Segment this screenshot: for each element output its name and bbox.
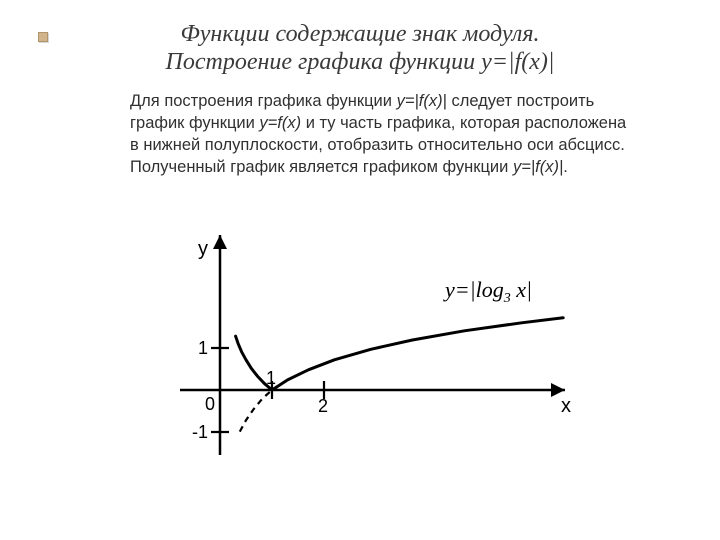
desc-text-1: Для построения графика функции [130,92,397,110]
desc-text-4: . [563,158,568,176]
abs-log-chart: 0121-1xyy=|log3 x| [145,225,605,485]
svg-text:-1: -1 [192,422,208,442]
slide-title: Функции содержащие знак модуля. Построен… [60,20,660,76]
title-line-1: Функции содержащие знак модуля. [60,20,660,48]
description-paragraph: Для построения графика функции y=|f(x)| … [130,90,630,178]
svg-text:x: x [561,395,571,417]
svg-text:y: y [198,238,208,260]
svg-text:2: 2 [318,396,328,416]
title-line-2: Построение графика функции y=|f(x)| [60,48,660,76]
curve-label: y=|log3 x| [443,277,532,306]
chart-container: 0121-1xyy=|log3 x| [145,225,605,485]
svg-text:1: 1 [198,338,208,358]
desc-formula-3: y=|f(x)| [513,158,563,176]
desc-formula-1: y=|f(x)| [397,92,447,110]
svg-text:0: 0 [205,394,215,414]
slide-bullet [38,32,48,42]
desc-formula-2: y=f(x) [259,114,301,132]
